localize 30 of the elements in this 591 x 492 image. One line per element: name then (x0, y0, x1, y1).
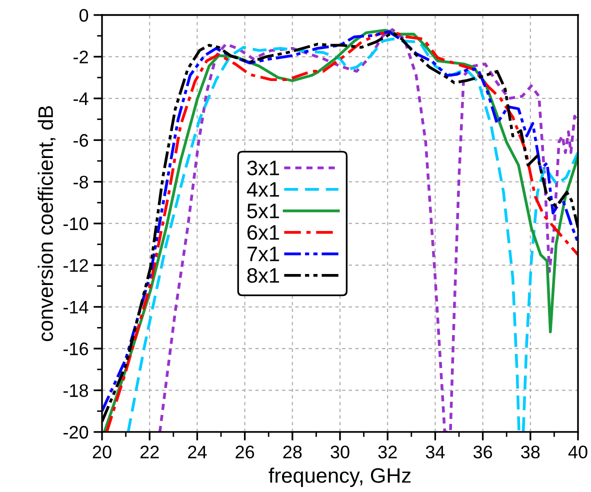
x-tick-label: 24 (188, 446, 207, 458)
y-tick-label: -2 (74, 50, 88, 64)
y-tick-label: -6 (74, 134, 88, 147)
legend-label: 7x1 (248, 246, 280, 262)
legend-label: 6x1 (248, 225, 280, 240)
x-tick-label: 34 (426, 446, 445, 458)
x-axis-title: frequency, GHz (268, 468, 411, 487)
x-tick-label: 22 (140, 446, 159, 458)
x-tick-label: 26 (236, 446, 254, 458)
x-tick-label: 36 (473, 446, 492, 458)
legend-label: 4x1 (246, 182, 280, 197)
y-tick-label: -8 (74, 176, 88, 189)
x-tick-label: 30 (330, 446, 350, 458)
legend-label: 3x1 (247, 160, 280, 176)
y-tick-label: -20 (64, 426, 88, 439)
y-axis-title: conversion coefficient, dB (38, 106, 56, 342)
x-tick-label: 38 (521, 446, 540, 458)
x-tick-label: 40 (568, 446, 588, 458)
y-tick-label: -14 (64, 301, 88, 314)
x-tick-label: 28 (283, 446, 302, 458)
y-tick-label: -16 (64, 342, 88, 356)
y-tick-label: -10 (64, 217, 88, 230)
x-tick-label: 32 (378, 446, 397, 458)
y-tick-label: -4 (74, 92, 88, 105)
y-tick-label: 0 (79, 8, 88, 22)
x-tick-label: 20 (92, 446, 112, 458)
legend-label: 5x1 (247, 204, 280, 218)
y-tick-label: -12 (64, 259, 88, 272)
y-tick-label: -18 (64, 384, 88, 397)
legend-label: 8x1 (247, 268, 280, 283)
